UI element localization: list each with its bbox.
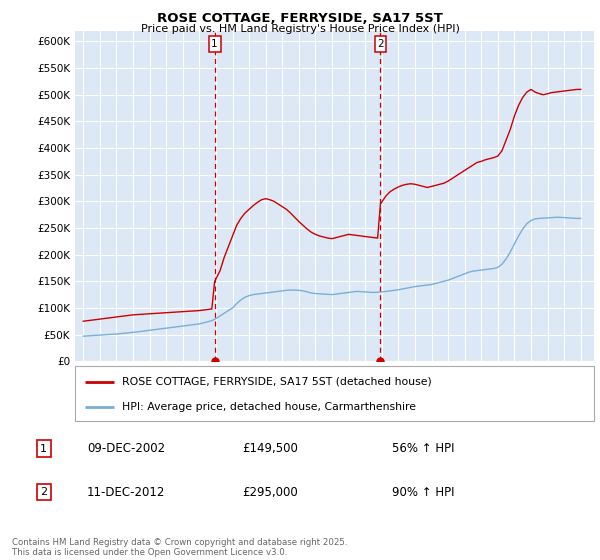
Text: £149,500: £149,500 (242, 442, 298, 455)
Text: Contains HM Land Registry data © Crown copyright and database right 2025.
This d: Contains HM Land Registry data © Crown c… (12, 538, 347, 557)
Text: 1: 1 (211, 39, 218, 49)
Text: 56% ↑ HPI: 56% ↑ HPI (392, 442, 455, 455)
Text: HPI: Average price, detached house, Carmarthenshire: HPI: Average price, detached house, Carm… (122, 403, 416, 412)
Text: Price paid vs. HM Land Registry's House Price Index (HPI): Price paid vs. HM Land Registry's House … (140, 24, 460, 34)
FancyBboxPatch shape (75, 366, 594, 421)
Text: 09-DEC-2002: 09-DEC-2002 (87, 442, 165, 455)
Text: ROSE COTTAGE, FERRYSIDE, SA17 5ST: ROSE COTTAGE, FERRYSIDE, SA17 5ST (157, 12, 443, 25)
Text: 1: 1 (40, 444, 47, 454)
Text: ROSE COTTAGE, FERRYSIDE, SA17 5ST (detached house): ROSE COTTAGE, FERRYSIDE, SA17 5ST (detac… (122, 377, 431, 386)
Text: 11-DEC-2012: 11-DEC-2012 (87, 486, 165, 498)
Text: £295,000: £295,000 (242, 486, 298, 498)
Text: 90% ↑ HPI: 90% ↑ HPI (392, 486, 455, 498)
Text: 2: 2 (377, 39, 384, 49)
Text: 2: 2 (40, 487, 47, 497)
